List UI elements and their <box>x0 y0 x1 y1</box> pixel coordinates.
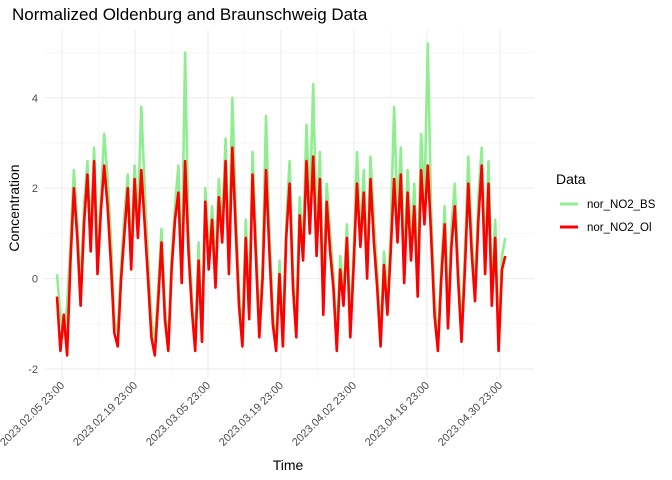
y-tick-labels: -2 0 2 4 <box>28 93 38 376</box>
y-tick-label: 4 <box>32 93 38 105</box>
legend-title: Data <box>556 171 586 187</box>
y-axis-title: Concentration <box>6 164 22 251</box>
chart-title: Normalized Oldenburg and Braunschweig Da… <box>12 5 368 24</box>
y-tick-label: 2 <box>32 183 38 195</box>
x-tick-label: 2023.04.02 23:00 <box>290 380 359 449</box>
x-tick-label: 2023.02.19 23:00 <box>71 380 140 449</box>
legend-label: nor_NO2_BS <box>587 199 656 211</box>
x-tick-label: 2023.03.05 23:00 <box>144 380 213 449</box>
x-axis-title: Time <box>273 457 304 473</box>
x-tick-label: 2023.03.19 23:00 <box>217 380 286 449</box>
legend-label: nor_NO2_Ol <box>587 222 652 234</box>
y-tick-label: 0 <box>32 274 38 286</box>
x-tick-labels: 2023.02.05 23:00 2023.02.19 23:00 2023.03.… <box>0 380 505 449</box>
x-tick-label: 2023.04.30 23:00 <box>436 380 505 449</box>
y-tick-label: -2 <box>28 364 38 376</box>
legend: Data nor_NO2_BS nor_NO2_Ol <box>556 171 656 234</box>
series-layer <box>55 42 507 357</box>
x-tick-label: 2023.04.16 23:00 <box>363 380 432 449</box>
x-tick-label: 2023.02.05 23:00 <box>0 380 67 449</box>
series-line-nor_NO2_Ol <box>55 146 507 357</box>
